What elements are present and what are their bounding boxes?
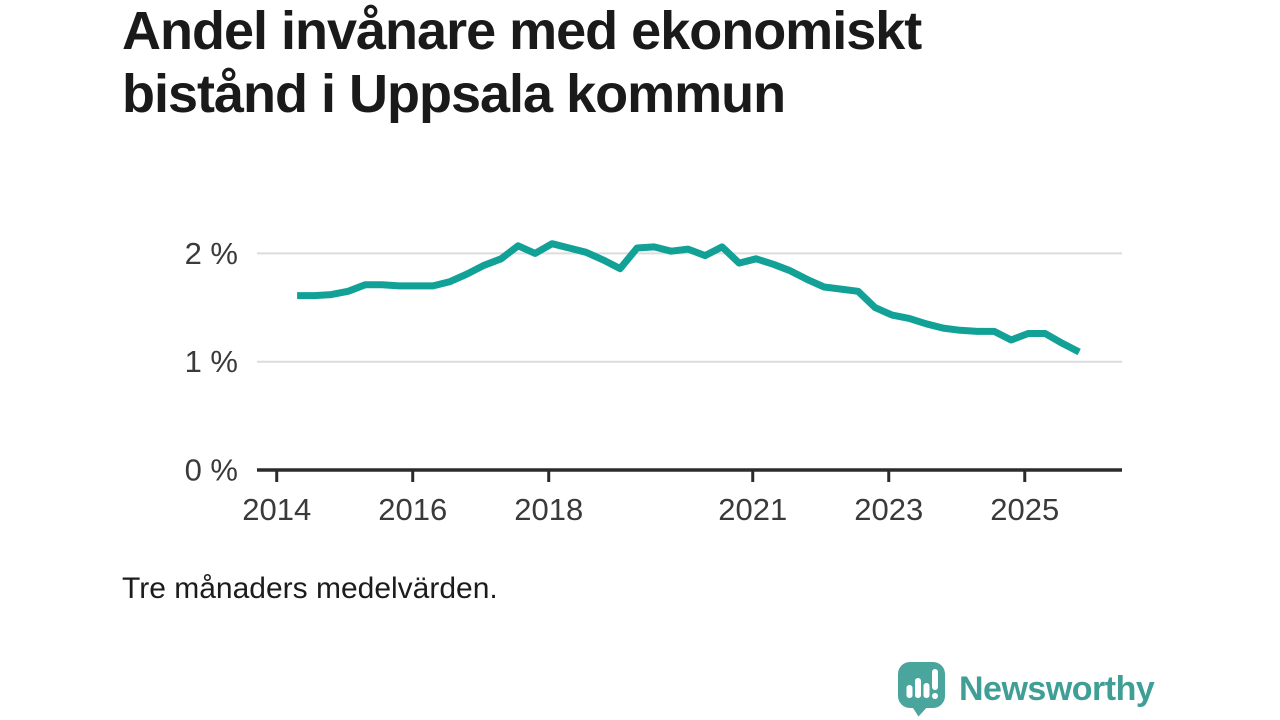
bar-2: [915, 678, 921, 698]
x-tick-label: 2025: [990, 492, 1059, 527]
exclamation-dot: [932, 693, 938, 699]
y-tick-label: 2 %: [185, 236, 238, 271]
chart-caption: Tre månaders medelvärden.: [122, 572, 498, 605]
newsworthy-logo-icon: [898, 662, 945, 717]
y-tick-label: 0 %: [185, 453, 238, 488]
exclamation-stem: [932, 669, 938, 690]
x-tick-label: 2014: [242, 492, 311, 527]
y-tick-label: 1 %: [185, 344, 238, 379]
chart-title: Andel invånare med ekonomiskt bistånd i …: [122, 1, 922, 125]
x-tick-label: 2023: [854, 492, 923, 527]
newsworthy-branding: Newsworthy: [897, 661, 1155, 717]
newsworthy-logo-text: Newsworthy: [959, 670, 1155, 708]
x-tick-label: 2016: [378, 492, 447, 527]
x-tick-label: 2021: [718, 492, 787, 527]
data-line: [297, 240, 1081, 356]
x-tick-label: 2018: [514, 492, 583, 527]
bar-3: [923, 683, 930, 698]
bar-1: [906, 685, 913, 698]
